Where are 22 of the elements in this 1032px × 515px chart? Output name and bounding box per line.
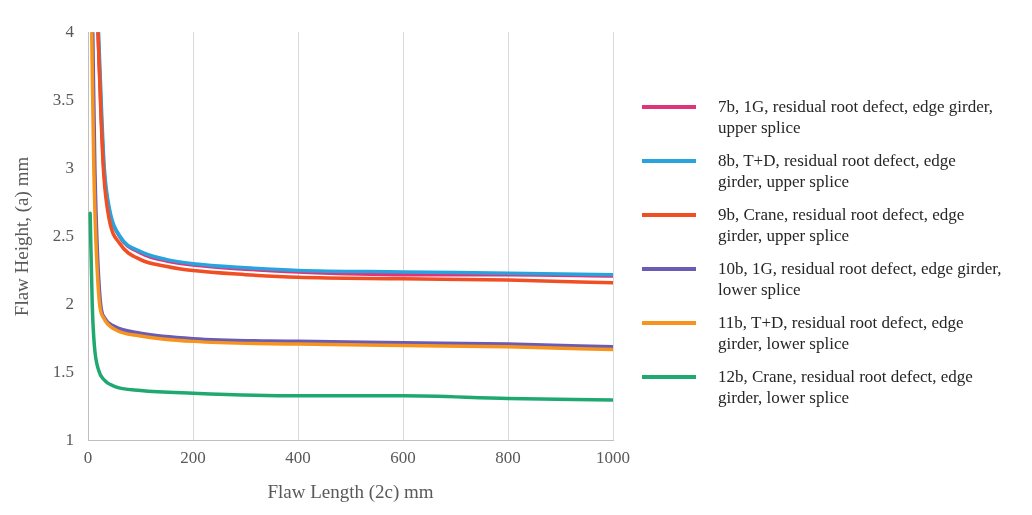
y-tick-label: 3.5 — [52, 89, 75, 109]
y-tick-label: 1 — [65, 430, 75, 450]
x-tick-label: 600 — [390, 448, 416, 468]
x-tick-label: 200 — [180, 448, 206, 468]
legend-label: 10b, 1G, residual root defect, edge girder, lower splice — [718, 258, 1002, 300]
y-axis-title: Flaw Height, (a) mm — [11, 156, 34, 317]
x-tick-label: 400 — [285, 448, 311, 468]
y-tick-label: 3 — [65, 157, 75, 177]
legend-label: 9b, Crane, residual root defect, edge girder, upper splice — [718, 204, 966, 246]
legend-label: 12b, Crane, residual root defect, edge girder, lower splice — [718, 366, 974, 408]
x-tick-label: 1000 — [596, 448, 630, 468]
x-tick-label: 800 — [495, 448, 521, 468]
y-tick-label: 2 — [65, 294, 75, 314]
y-tick-label: 1.5 — [52, 362, 75, 382]
y-tick-label: 2.5 — [52, 225, 75, 245]
line-series — [88, 211, 613, 402]
x-tick-label: 0 — [83, 448, 93, 468]
x-axis-title: Flaw Length (2c) mm — [267, 480, 434, 503]
legend-label: 7b, 1G, residual root defect, edge girder, upper splice — [718, 96, 994, 138]
legend-label: 11b, T+D, residual root defect, edge girder, lower splice — [718, 312, 965, 354]
legend-label: 8b, T+D, residual root defect, edge girder, upper splice — [718, 150, 957, 192]
y-tick-label: 4 — [65, 21, 75, 41]
